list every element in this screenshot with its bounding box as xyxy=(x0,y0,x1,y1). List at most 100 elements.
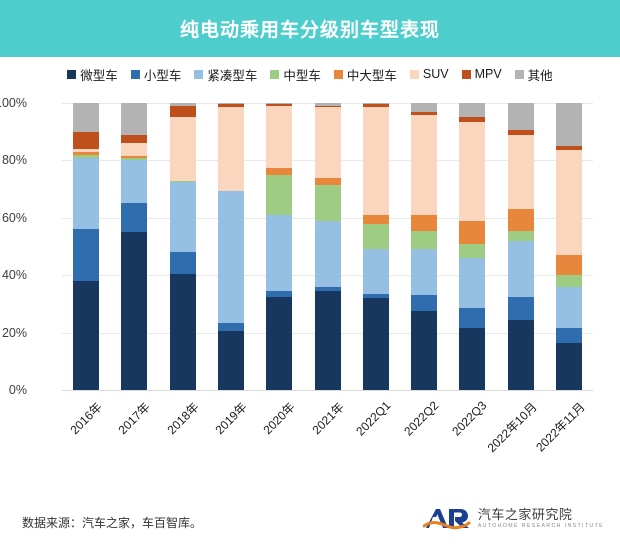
bar-segment[interactable] xyxy=(411,230,438,250)
bar-segment[interactable] xyxy=(266,104,293,106)
bar-column[interactable] xyxy=(121,103,148,390)
bar-segment[interactable] xyxy=(507,296,534,320)
bar-segment[interactable] xyxy=(362,103,389,105)
bar-segment[interactable] xyxy=(362,249,389,294)
legend-item-5[interactable]: SUV xyxy=(409,67,449,81)
bar-segment[interactable] xyxy=(555,342,582,390)
bar-segment[interactable] xyxy=(73,151,100,155)
bar-segment[interactable] xyxy=(217,331,244,390)
bar-segment[interactable] xyxy=(507,130,534,135)
bar-segment[interactable] xyxy=(314,105,341,108)
bar-segment[interactable] xyxy=(121,232,148,390)
bar-segment[interactable] xyxy=(121,103,148,135)
bar-segment[interactable] xyxy=(362,214,389,224)
bar-segment[interactable] xyxy=(555,286,582,329)
bar-segment[interactable] xyxy=(459,220,486,244)
bar-segment[interactable] xyxy=(411,103,438,112)
bar-segment[interactable] xyxy=(314,184,341,221)
bar-segment[interactable] xyxy=(73,229,100,281)
bar-segment[interactable] xyxy=(459,328,486,390)
bar-segment[interactable] xyxy=(73,131,100,149)
bar-segment[interactable] xyxy=(121,203,148,233)
bar-segment[interactable] xyxy=(73,157,100,230)
legend-item-6[interactable]: MPV xyxy=(461,67,502,81)
bar-segment[interactable] xyxy=(121,143,148,157)
bar-segment[interactable] xyxy=(73,154,100,158)
legend-item-1[interactable]: 小型车 xyxy=(130,65,181,84)
bar-segment[interactable] xyxy=(507,319,534,390)
bar-column[interactable] xyxy=(459,103,486,390)
bar-segment[interactable] xyxy=(507,134,534,210)
bar-segment[interactable] xyxy=(314,291,341,390)
bar-segment[interactable] xyxy=(411,111,438,115)
bar-segment[interactable] xyxy=(314,107,341,178)
bar-segment[interactable] xyxy=(411,295,438,312)
bar-segment[interactable] xyxy=(459,258,486,309)
bar-segment[interactable] xyxy=(555,150,582,256)
bar-segment[interactable] xyxy=(266,296,293,390)
bar-segment[interactable] xyxy=(169,181,196,253)
bar-segment[interactable] xyxy=(169,105,196,118)
legend-item-4[interactable]: 中大型车 xyxy=(333,65,397,84)
bar-segment[interactable] xyxy=(266,291,293,297)
bar-column[interactable] xyxy=(507,103,534,390)
bar-segment[interactable] xyxy=(555,275,582,287)
bar-segment[interactable] xyxy=(362,298,389,390)
bar-segment[interactable] xyxy=(121,156,148,158)
bar-segment[interactable] xyxy=(266,103,293,105)
bar-segment[interactable] xyxy=(507,103,534,131)
bar-segment[interactable] xyxy=(121,157,148,161)
bar-segment[interactable] xyxy=(507,209,534,231)
bar-segment[interactable] xyxy=(169,117,196,181)
bar-segment[interactable] xyxy=(411,249,438,296)
bar-segment[interactable] xyxy=(362,104,389,108)
bar-segment[interactable] xyxy=(266,214,293,291)
bar-segment[interactable] xyxy=(169,180,196,182)
bar-segment[interactable] xyxy=(555,328,582,343)
bar-segment[interactable] xyxy=(217,190,244,323)
bar-segment[interactable] xyxy=(266,105,293,168)
bar-segment[interactable] xyxy=(459,103,486,118)
bar-segment[interactable] xyxy=(217,107,244,191)
bar-segment[interactable] xyxy=(314,286,341,291)
bar-segment[interactable] xyxy=(362,107,389,215)
bar-segment[interactable] xyxy=(217,103,244,105)
bar-segment[interactable] xyxy=(169,273,196,390)
bar-segment[interactable] xyxy=(507,230,534,241)
bar-segment[interactable] xyxy=(459,243,486,258)
legend-item-3[interactable]: 中型车 xyxy=(270,65,321,84)
legend-item-7[interactable]: 其他 xyxy=(514,65,553,84)
bar-segment[interactable] xyxy=(555,103,582,147)
bar-segment[interactable] xyxy=(411,114,438,215)
bar-segment[interactable] xyxy=(73,103,100,132)
bar-segment[interactable] xyxy=(121,134,148,144)
bar-segment[interactable] xyxy=(73,280,100,390)
legend-item-0[interactable]: 微型车 xyxy=(67,65,118,84)
bar-segment[interactable] xyxy=(217,104,244,108)
legend-item-2[interactable]: 紧凑型车 xyxy=(194,65,257,84)
bar-column[interactable] xyxy=(217,103,244,390)
bar-segment[interactable] xyxy=(121,160,148,204)
bar-column[interactable] xyxy=(266,103,293,390)
bar-segment[interactable] xyxy=(217,322,244,332)
bar-segment[interactable] xyxy=(459,117,486,122)
bar-segment[interactable] xyxy=(266,167,293,175)
bar-segment[interactable] xyxy=(266,174,293,215)
bar-segment[interactable] xyxy=(362,293,389,299)
bar-segment[interactable] xyxy=(314,103,341,106)
bar-column[interactable] xyxy=(73,103,100,390)
bar-segment[interactable] xyxy=(411,311,438,390)
bar-segment[interactable] xyxy=(362,223,389,250)
bar-column[interactable] xyxy=(555,103,582,390)
bar-column[interactable] xyxy=(411,103,438,390)
bar-segment[interactable] xyxy=(314,177,341,185)
bar-segment[interactable] xyxy=(169,252,196,274)
bar-segment[interactable] xyxy=(555,255,582,276)
bar-segment[interactable] xyxy=(314,220,341,287)
bar-segment[interactable] xyxy=(73,148,100,152)
bar-segment[interactable] xyxy=(411,214,438,231)
bar-segment[interactable] xyxy=(459,121,486,221)
bar-segment[interactable] xyxy=(555,146,582,151)
bar-segment[interactable] xyxy=(169,103,196,106)
bar-segment[interactable] xyxy=(459,308,486,329)
